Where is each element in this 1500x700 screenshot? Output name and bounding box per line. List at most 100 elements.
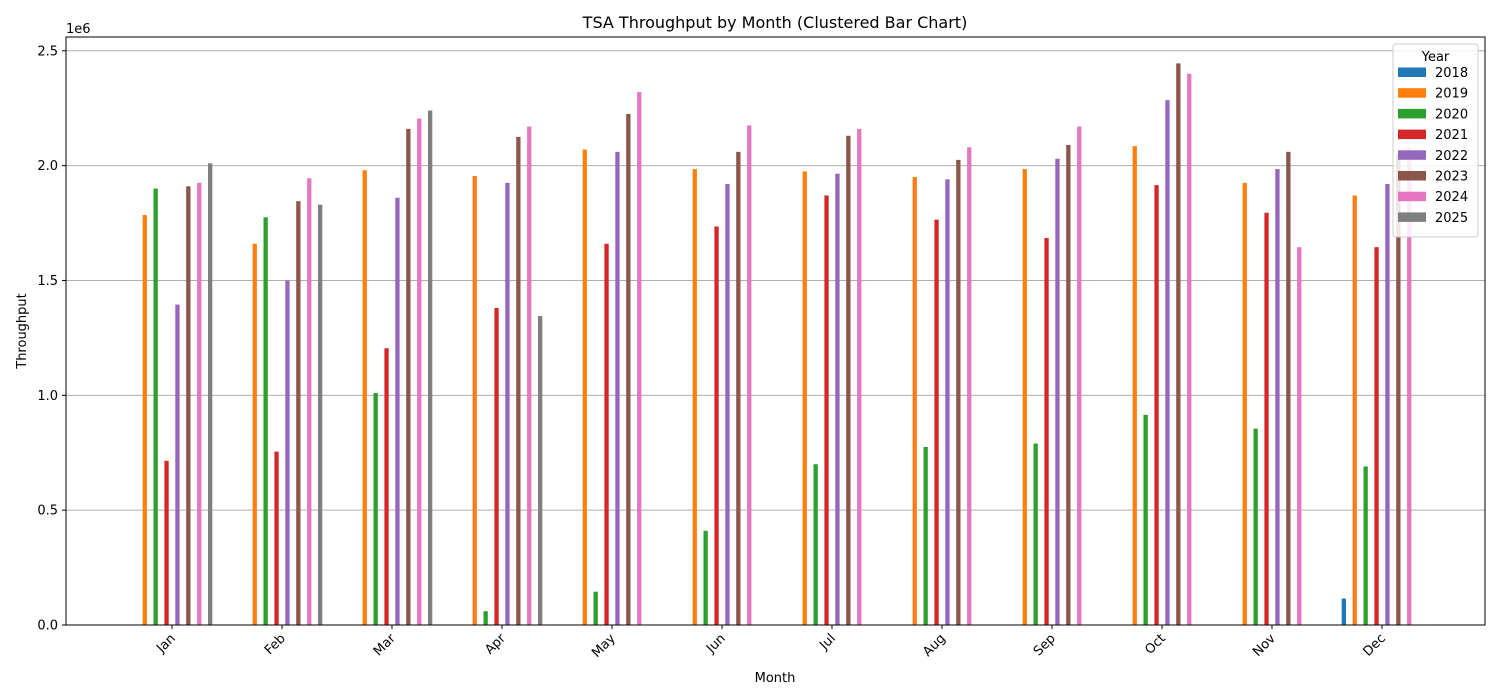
bar-2023-May [626, 113, 631, 625]
x-axis-title: Month [755, 671, 796, 686]
bar-2022-May [615, 151, 620, 625]
legend-swatch-2021 [1398, 129, 1426, 140]
gridlines [66, 50, 1485, 626]
legend-label-2020: 2020 [1435, 107, 1468, 122]
x-tick-label-Apr: Apr [482, 631, 509, 658]
legend-label-2024: 2024 [1435, 190, 1468, 205]
x-axis-ticks: Jan Feb Mar Apr May Jun Jul Aug Sep Oct Nov Dec [153, 625, 1389, 661]
bar-2020-May [593, 591, 598, 625]
legend-swatch-2022 [1398, 150, 1426, 160]
bar-2020-Nov [1253, 428, 1258, 625]
legend-label-2023: 2023 [1435, 170, 1468, 185]
legend-title: Year [1421, 50, 1450, 65]
bar-2020-Dec [1363, 466, 1368, 625]
legend-swatch-2018 [1398, 67, 1426, 77]
bar-2020-Mar [373, 393, 378, 625]
bar-2023-Sep [1066, 144, 1071, 625]
bar-2024-May [637, 92, 642, 625]
x-tick-label-May: May [589, 631, 619, 661]
bar-2022-Feb [285, 280, 290, 625]
legend-label-2025: 2025 [1435, 211, 1468, 226]
x-tick-label-Oct: Oct [1142, 631, 1169, 658]
bar-2020-Apr [483, 611, 488, 625]
y-axis-ticks: 0.0 0.5 1.0 1.5 2.0 2.5 [37, 44, 66, 634]
y-tick-label: 0.0 [37, 619, 58, 634]
bar-2019-Jan [142, 215, 147, 625]
bar-2019-Feb [252, 243, 257, 625]
bar-2020-Sep [1033, 443, 1038, 625]
y-tick-label: 2.0 [37, 159, 58, 174]
bar-2019-May [582, 149, 587, 625]
bar-2025-Mar [428, 110, 433, 625]
chart-title: TSA Throughput by Month (Clustered Bar C… [582, 13, 968, 32]
bar-2021-Feb [274, 451, 279, 625]
legend-label-2018: 2018 [1435, 66, 1468, 81]
bar-2022-Sep [1055, 158, 1060, 625]
bar-2021-Apr [494, 308, 499, 625]
bar-2025-Apr [538, 316, 543, 625]
y-axis-title: Throughput [15, 293, 30, 370]
bar-2020-Jul [813, 464, 818, 625]
legend-label-2022: 2022 [1435, 149, 1468, 164]
bar-2022-Mar [395, 197, 400, 625]
x-tick-label-Mar: Mar [371, 631, 399, 659]
y-tick-label: 1.0 [37, 389, 58, 404]
x-tick-label-Jan: Jan [153, 631, 178, 656]
bar-2024-Nov [1297, 247, 1302, 625]
bar-2023-Nov [1286, 151, 1291, 625]
bar-2023-Aug [956, 159, 961, 625]
bar-2021-Mar [384, 348, 389, 625]
bar-2023-Jun [736, 151, 741, 625]
y-tick-label: 1.5 [37, 274, 58, 289]
bar-2022-Apr [505, 182, 510, 625]
bar-2023-Feb [296, 201, 301, 625]
bar-2025-Feb [318, 204, 323, 625]
legend-label-2019: 2019 [1435, 87, 1468, 102]
bar-2019-Mar [362, 170, 367, 625]
bar-2022-Oct [1165, 100, 1170, 625]
bar-2019-Oct [1132, 146, 1137, 625]
bar-2023-Jan [186, 186, 191, 625]
legend-swatch-2025 [1398, 212, 1426, 222]
x-tick-label-Sep: Sep [1031, 631, 1059, 659]
bar-2022-Aug [945, 179, 950, 625]
bar-2024-Jun [747, 125, 752, 625]
bar-2024-Dec [1407, 147, 1412, 625]
x-tick-label-Jun: Jun [703, 631, 729, 657]
y-axis-scale-label: 1e6 [66, 22, 91, 37]
bar-2021-Sep [1044, 237, 1049, 625]
bar-2022-Jul [835, 173, 840, 625]
bar-2019-Jun [692, 169, 697, 625]
bar-2024-Jul [857, 128, 862, 625]
x-tick-label-Nov: Nov [1250, 631, 1279, 660]
bar-2021-Jul [824, 195, 829, 625]
bar-2023-Oct [1176, 63, 1181, 625]
x-tick-label-Dec: Dec [1360, 631, 1388, 659]
bar-2022-Jan [175, 304, 180, 625]
legend-swatch-2023 [1398, 171, 1426, 181]
bar-2021-Dec [1374, 247, 1379, 625]
bar-2024-Sep [1077, 126, 1082, 625]
bar-2019-Aug [912, 177, 917, 625]
y-tick-label: 2.5 [37, 44, 58, 59]
bars-group [142, 63, 1412, 625]
bar-2023-Dec [1396, 154, 1401, 625]
bar-2020-Aug [923, 446, 928, 625]
bar-2020-Jun [703, 530, 708, 625]
legend-swatch-2024 [1398, 191, 1426, 202]
bar-2019-Jul [802, 171, 807, 625]
x-tick-label-Aug: Aug [920, 631, 949, 660]
bar-2024-Aug [967, 147, 972, 625]
bar-2021-Aug [934, 219, 939, 625]
legend-swatch-2019 [1398, 88, 1426, 98]
bar-2021-Nov [1264, 212, 1269, 625]
bar-2023-Apr [516, 136, 521, 625]
bar-2020-Oct [1143, 414, 1148, 625]
bar-2024-Apr [527, 126, 532, 625]
bar-2025-Jan [208, 163, 213, 625]
bar-2024-Oct [1187, 73, 1192, 625]
bar-2021-Jun [714, 226, 719, 625]
bar-2022-Nov [1275, 169, 1280, 625]
